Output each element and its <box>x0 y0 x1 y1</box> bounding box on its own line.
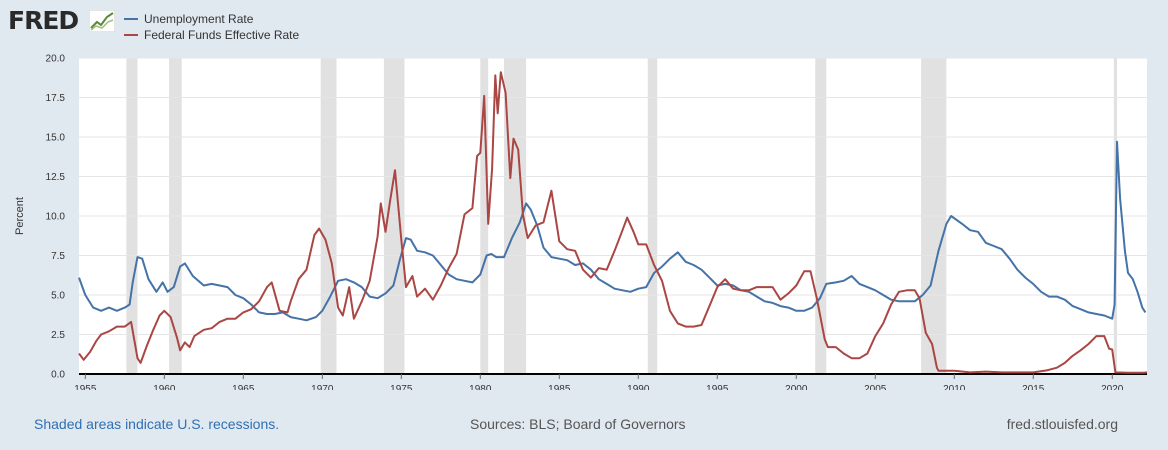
x-tick-label: 1970 <box>311 384 334 390</box>
footer: Shaded areas indicate U.S. recessions. S… <box>0 416 1168 436</box>
series-line-unemployment[interactable] <box>78 140 1147 322</box>
sources-text: Sources: BLS; Board of Governors <box>470 416 686 432</box>
legend-label-unemployment: Unemployment Rate <box>144 12 254 26</box>
x-tick-label: 1990 <box>627 384 650 390</box>
y-tick-label: 20.0 <box>46 54 66 65</box>
x-tick-label: 1965 <box>232 384 255 390</box>
x-tick-label: 2020 <box>1101 384 1124 390</box>
fred-logo[interactable]: FRED <box>8 6 79 35</box>
x-tick-label: 2010 <box>943 384 966 390</box>
y-tick-label: 2.5 <box>51 330 65 341</box>
x-tick-label: 2015 <box>1022 384 1045 390</box>
y-tick-label: 17.5 <box>46 93 66 104</box>
fred-url[interactable]: fred.stlouisfed.org <box>1006 416 1118 432</box>
x-tick-label: 1975 <box>390 384 413 390</box>
y-tick-label: 0.0 <box>51 370 65 381</box>
legend-label-fed-funds: Federal Funds Effective Rate <box>144 28 300 42</box>
y-tick-label: 12.5 <box>46 172 66 183</box>
series-line-fed-funds[interactable] <box>78 71 1148 374</box>
y-tick-label: 10.0 <box>46 212 66 223</box>
y-tick-label: 15.0 <box>46 133 66 144</box>
recession-note: Shaded areas indicate U.S. recessions. <box>34 416 280 432</box>
header: FRED Unemployment Rate Federal Funds Eff… <box>0 0 1168 50</box>
legend-item-unemployment[interactable]: Unemployment Rate <box>124 11 299 27</box>
x-tick-label: 1980 <box>469 384 492 390</box>
x-tick-label: 1985 <box>548 384 571 390</box>
x-tick-label: 1960 <box>153 384 176 390</box>
line-graph-icon <box>89 10 115 32</box>
legend-swatch-fed-funds <box>124 34 138 36</box>
x-tick-label: 2000 <box>785 384 808 390</box>
y-tick-label: 5.0 <box>51 291 65 302</box>
legend-swatch-unemployment <box>124 18 138 20</box>
x-tick-label: 2005 <box>864 384 887 390</box>
legend-item-fed-funds[interactable]: Federal Funds Effective Rate <box>124 27 299 43</box>
legend: Unemployment Rate Federal Funds Effectiv… <box>124 11 299 43</box>
x-tick-label: 1995 <box>706 384 729 390</box>
y-tick-label: 7.5 <box>51 251 65 262</box>
y-axis-title: Percent <box>14 197 26 235</box>
line-chart[interactable]: 0.0 2.5 5.0 7.5 10.0 12.5 15.0 17.5 20.0 Percent 1… <box>0 50 1168 390</box>
x-tick-label: 1955 <box>74 384 97 390</box>
